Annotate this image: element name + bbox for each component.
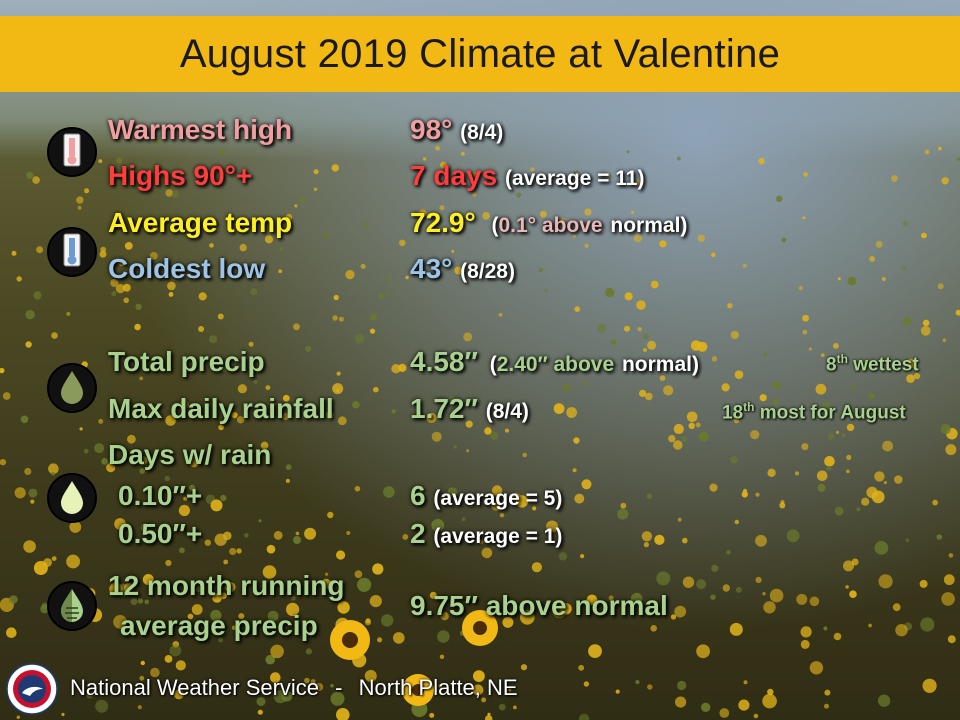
footer-office: National Weather Service: [70, 675, 320, 700]
total-precip-label: Total precip: [108, 346, 265, 377]
max-daily-rainfall-value: 1.72″: [410, 393, 478, 424]
total-precip-open: (: [489, 353, 497, 376]
footer-separator: -: [335, 675, 343, 700]
total-precip-normal: normal): [621, 353, 699, 376]
total-precip-value: 4.58″: [410, 346, 478, 377]
thermometer-hot-icon: [47, 127, 97, 177]
average-temp-label: Average temp: [108, 207, 293, 238]
coldest-low-date: (8/28): [460, 260, 515, 283]
max-daily-rainfall-date: (8/4): [485, 400, 529, 423]
max-daily-rainfall-rank-suffix: th: [743, 400, 755, 414]
average-temp-open: (: [491, 214, 499, 237]
warmest-high-value-group: 98° (8/4): [410, 114, 503, 146]
raindrop-light-icon: [47, 473, 97, 523]
footer-location: North Platte, NE: [358, 675, 518, 700]
highs-90-value: 7 days: [410, 160, 498, 191]
warmest-high-value: 98°: [410, 114, 453, 145]
total-precip-rank-text: wettest: [853, 354, 919, 376]
thermometer-cold-icon: [47, 227, 97, 277]
max-daily-rainfall-value-group: 1.72″ (8/4): [410, 393, 529, 425]
rain-010-value: 6: [410, 480, 426, 511]
highs-90-label: Highs 90°+: [108, 160, 253, 191]
running-average-label-line2: average precip: [120, 610, 318, 641]
coldest-low-value: 43°: [410, 253, 453, 284]
rain-010-label: 0.10″+: [118, 480, 203, 511]
rain-010-average: (average = 5): [433, 487, 563, 510]
page-title: August 2019 Climate at Valentine: [179, 31, 781, 76]
max-daily-rainfall-rank: 18th most for August: [722, 400, 906, 424]
max-daily-rainfall-label: Max daily rainfall: [108, 393, 334, 424]
total-precip-departure: 2.40″ above: [496, 353, 615, 376]
days-with-rain-label: Days w/ rain: [108, 439, 272, 470]
nws-logo-icon: [6, 663, 58, 715]
max-daily-rainfall-rank-number: 18: [722, 402, 744, 424]
highs-90-value-group: 7 days (average = 11): [410, 160, 644, 192]
running-average-label-line1: 12 month running: [108, 570, 345, 601]
average-temp-normal: normal): [610, 214, 688, 237]
coldest-low-value-group: 43° (8/28): [410, 253, 515, 285]
total-precip-rank-number: 8: [826, 354, 837, 376]
average-temp-value-group: 72.9° (0.1° above normal): [410, 207, 687, 239]
total-precip-rank-suffix: th: [836, 352, 848, 366]
total-precip-value-group: 4.58″ (2.40″ above normal): [410, 346, 699, 378]
average-temp-departure: 0.1° above: [498, 214, 603, 237]
average-temp-value: 72.9°: [410, 207, 476, 238]
footer-credit: National Weather Service - North Platte,…: [70, 675, 518, 701]
raindrop-dark-icon: [47, 363, 97, 413]
warmest-high-date: (8/4): [460, 121, 504, 144]
coldest-low-label: Coldest low: [108, 253, 266, 284]
max-daily-rainfall-rank-text: most for August: [759, 402, 906, 424]
raindrop-split-icon: [47, 581, 97, 631]
rain-050-average: (average = 1): [433, 525, 563, 548]
highs-90-average: (average = 11): [504, 167, 645, 190]
running-average-value: 9.75″ above normal: [410, 590, 668, 621]
rain-050-value: 2: [410, 518, 426, 549]
rain-050-label: 0.50″+: [118, 518, 203, 549]
rain-050-value-group: 2 (average = 1): [410, 518, 562, 550]
total-precip-rank: 8th wettest: [826, 352, 919, 376]
rain-010-value-group: 6 (average = 5): [410, 480, 562, 512]
warmest-high-label: Warmest high: [108, 114, 293, 145]
title-banner: August 2019 Climate at Valentine: [0, 16, 960, 92]
